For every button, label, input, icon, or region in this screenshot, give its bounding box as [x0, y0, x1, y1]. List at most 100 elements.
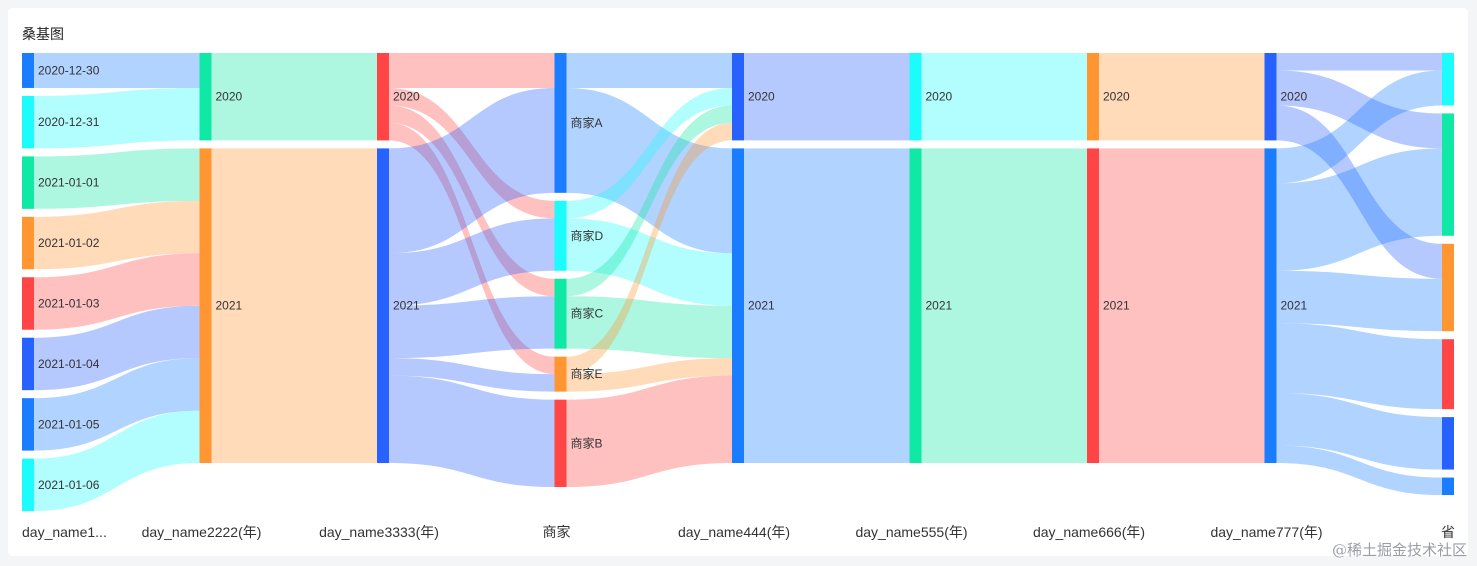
column-label: 商家 [543, 524, 571, 540]
sankey-link[interactable] [566, 53, 733, 88]
node-label: 商家D [571, 228, 604, 243]
sankey-link[interactable] [921, 53, 1088, 141]
sankey-link[interactable] [389, 358, 555, 392]
sankey-node[interactable] [1442, 113, 1454, 236]
sankey-node[interactable] [22, 398, 34, 451]
node-label: 2020 [1103, 90, 1130, 104]
sankey-node[interactable] [554, 356, 567, 392]
sankey-node[interactable] [199, 53, 212, 141]
sankey-node[interactable] [909, 53, 922, 141]
sankey-node[interactable] [909, 148, 922, 464]
sankey-link[interactable] [566, 87, 733, 219]
sankey-link[interactable] [211, 53, 378, 141]
sankey-node[interactable] [22, 95, 34, 149]
sankey-link[interactable] [1276, 323, 1443, 410]
sankey-node[interactable] [1087, 148, 1099, 464]
sankey-link[interactable] [1099, 148, 1265, 464]
sankey-link[interactable] [34, 410, 200, 512]
sankey-link[interactable] [1276, 393, 1443, 470]
sankey-node[interactable] [732, 148, 744, 464]
column-label: day_name2222(年) [142, 524, 262, 540]
sankey-link[interactable] [744, 53, 910, 141]
sankey-link[interactable] [389, 122, 555, 375]
sankey-link[interactable] [566, 105, 733, 297]
sankey-node[interactable] [22, 156, 34, 209]
sankey-node[interactable] [199, 148, 212, 464]
sankey-node[interactable] [22, 337, 34, 391]
column-label: day_name666(年) [1033, 524, 1145, 540]
sankey-link[interactable] [389, 87, 555, 254]
node-label: 2020-12-30 [38, 63, 100, 77]
sankey-link[interactable] [1276, 105, 1443, 279]
node-label: 商家B [571, 435, 603, 450]
node-label: 2021-01-02 [38, 236, 100, 250]
sankey-link[interactable] [566, 296, 733, 359]
sankey-link[interactable] [389, 218, 555, 306]
sankey-node[interactable] [1442, 417, 1454, 470]
node-label: 2021 [393, 299, 420, 313]
sankey-link[interactable] [34, 305, 200, 391]
sankey-link[interactable] [34, 53, 200, 88]
node-label: 2020 [1281, 90, 1308, 104]
sankey-link[interactable] [566, 87, 733, 254]
sankey-node[interactable] [732, 53, 744, 141]
sankey-node[interactable] [1442, 243, 1454, 332]
node-label: 商家E [571, 366, 603, 381]
sankey-node[interactable] [377, 148, 389, 464]
sankey-link[interactable] [566, 358, 733, 392]
sankey-node[interactable] [1442, 477, 1454, 496]
node-label: 2021-01-05 [38, 417, 100, 431]
sankey-link[interactable] [921, 148, 1088, 464]
sankey-link[interactable] [211, 148, 378, 464]
sankey-link[interactable] [744, 148, 910, 464]
sankey-node[interactable] [22, 277, 34, 330]
sankey-link[interactable] [566, 122, 733, 375]
sankey-link[interactable] [34, 253, 200, 330]
sankey-node[interactable] [1442, 53, 1454, 106]
column-label: day_name777(年) [1210, 524, 1322, 540]
node-label: 2021-01-01 [38, 176, 100, 190]
sankey-link[interactable] [1276, 53, 1443, 71]
sankey-link[interactable] [34, 87, 200, 149]
sankey-node[interactable] [22, 216, 34, 270]
sankey-link[interactable] [566, 218, 733, 306]
sankey-node[interactable] [1442, 339, 1454, 410]
sankey-node[interactable] [1264, 53, 1277, 141]
node-label: 2021 [216, 299, 243, 313]
sankey-link[interactable] [389, 105, 555, 297]
node-label: 2021-01-04 [38, 357, 100, 371]
sankey-link[interactable] [389, 375, 555, 488]
sankey-node[interactable] [1087, 53, 1099, 141]
sankey-link[interactable] [1099, 53, 1265, 141]
sankey-node[interactable] [554, 399, 567, 488]
watermark: @稀土掘金技术社区 [1331, 541, 1467, 559]
sankey-link[interactable] [34, 200, 200, 270]
node-label: 2020 [926, 90, 953, 104]
column-label: 省 [1441, 524, 1455, 540]
sankey-node[interactable] [554, 53, 567, 193]
sankey-node[interactable] [554, 278, 567, 349]
node-label: 2021 [1281, 299, 1308, 313]
sankey-link[interactable] [1276, 148, 1443, 271]
sankey-link[interactable] [1276, 270, 1443, 332]
sankey-link[interactable] [566, 375, 733, 488]
sankey-node[interactable] [22, 458, 34, 512]
node-label: 商家C [571, 306, 604, 321]
sankey-node[interactable] [554, 200, 567, 271]
sankey-link[interactable] [389, 87, 555, 219]
sankey-link[interactable] [389, 296, 555, 359]
sankey-node[interactable] [1264, 148, 1277, 464]
sankey-link[interactable] [1276, 445, 1443, 496]
column-label: day_name1... [22, 524, 107, 540]
sankey-link[interactable] [34, 358, 200, 451]
node-label: 2021 [1103, 299, 1130, 313]
sankey-link[interactable] [1276, 70, 1443, 149]
sankey-link[interactable] [1276, 70, 1443, 184]
sankey-link[interactable] [389, 53, 555, 88]
sankey-link[interactable] [34, 148, 200, 209]
sankey-node[interactable] [377, 53, 389, 141]
sankey-node[interactable] [22, 53, 34, 88]
node-label: 2020-12-31 [38, 115, 100, 129]
node-label: 商家A [571, 115, 603, 130]
